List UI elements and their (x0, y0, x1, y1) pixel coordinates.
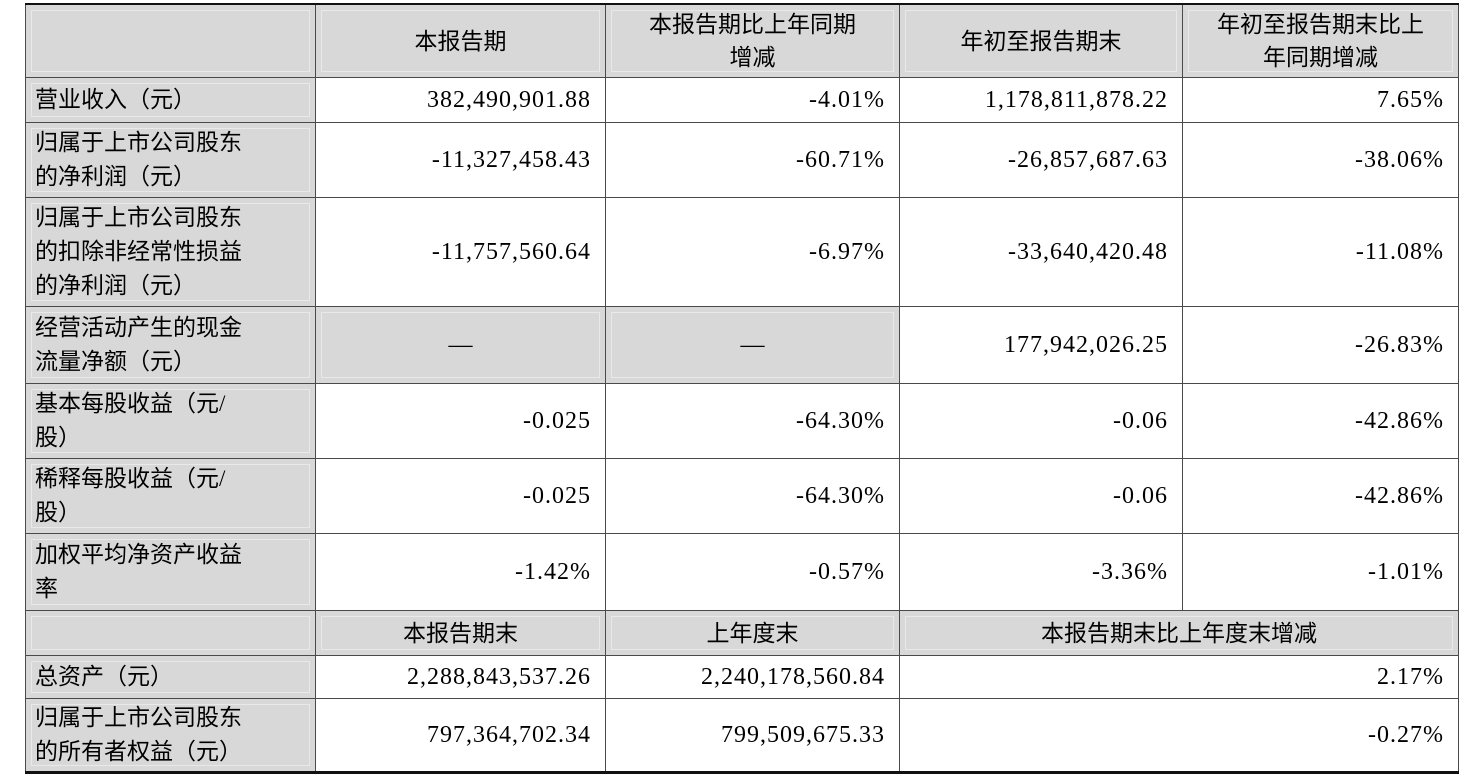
cell-operating-cash-flow-current-change: — (605, 306, 900, 384)
cell-excl-nonrecurring-ytd: -33,640,420.48 (899, 197, 1183, 307)
cell-net-profit-current-change: -60.71% (605, 122, 900, 198)
cell-weighted-avg-roe-current: -1.42% (315, 533, 606, 611)
header-row-period-end: 本报告期末 上年度末 本报告期末比上年度末增减 (25, 610, 1459, 656)
table-row-equity: 归属于上市公司股东 的所有者权益（元） 797,364,702.34 799,5… (25, 698, 1459, 773)
cell-equity-prior-year-end: 799,509,675.33 (605, 698, 900, 773)
cell-weighted-avg-roe-ytd: -3.36% (899, 533, 1183, 611)
cell-basic-eps-current: -0.025 (315, 383, 606, 459)
cell-total-assets-period-end: 2,288,843,537.26 (315, 655, 606, 699)
cell-operating-cash-flow-ytd-change: -26.83% (1182, 306, 1459, 384)
header-bottom-corner-cell (25, 610, 316, 656)
cell-equity-period-end: 797,364,702.34 (315, 698, 606, 773)
row-label-diluted-eps: 稀释每股收益（元/ 股） (25, 458, 316, 534)
cell-basic-eps-ytd-change: -42.86% (1182, 383, 1459, 459)
table-row-net-profit-excl-nonrecurring: 归属于上市公司股东 的扣除非经常性损益 的净利润（元） -11,757,560.… (25, 197, 1459, 307)
cell-equity-change: -0.27% (899, 698, 1459, 773)
row-label-equity: 归属于上市公司股东 的所有者权益（元） (25, 698, 316, 773)
header-period-end: 本报告期末 (315, 610, 606, 656)
cell-operating-cash-flow-current: — (315, 306, 606, 384)
table-row-basic-eps: 基本每股收益（元/ 股） -0.025 -64.30% -0.06 -42.86… (25, 383, 1459, 459)
header-row-period: 本报告期 本报告期比上年同期 增减 年初至报告期末 年初至报告期末比上 年同期增… (25, 3, 1459, 78)
row-label-net-profit-excl-nonrecurring: 归属于上市公司股东 的扣除非经常性损益 的净利润（元） (25, 197, 316, 307)
cell-basic-eps-current-change: -64.30% (605, 383, 900, 459)
header-current-period-change: 本报告期比上年同期 增减 (605, 3, 900, 78)
row-label-net-profit: 归属于上市公司股东 的净利润（元） (25, 122, 316, 198)
table-row-net-profit: 归属于上市公司股东 的净利润（元） -11,327,458.43 -60.71%… (25, 122, 1459, 198)
cell-weighted-avg-roe-current-change: -0.57% (605, 533, 900, 611)
row-label-basic-eps: 基本每股收益（元/ 股） (25, 383, 316, 459)
cell-weighted-avg-roe-ytd-change: -1.01% (1182, 533, 1459, 611)
header-period-end-change: 本报告期末比上年度末增减 (899, 610, 1459, 656)
cell-operating-cash-flow-ytd: 177,942,026.25 (899, 306, 1183, 384)
row-label-revenue: 营业收入（元） (25, 77, 316, 123)
row-label-weighted-avg-roe: 加权平均净资产收益 率 (25, 533, 316, 611)
cell-revenue-ytd: 1,178,811,878.22 (899, 77, 1183, 123)
key-financials-table: 本报告期 本报告期比上年同期 增减 年初至报告期末 年初至报告期末比上 年同期增… (25, 3, 1459, 774)
cell-diluted-eps-ytd: -0.06 (899, 458, 1183, 534)
cell-net-profit-ytd: -26,857,687.63 (899, 122, 1183, 198)
table-row-weighted-avg-roe: 加权平均净资产收益 率 -1.42% -0.57% -3.36% -1.01% (25, 533, 1459, 611)
table-row-diluted-eps: 稀释每股收益（元/ 股） -0.025 -64.30% -0.06 -42.86… (25, 458, 1459, 534)
cell-excl-nonrecurring-ytd-change: -11.08% (1182, 197, 1459, 307)
header-current-period: 本报告期 (315, 3, 606, 78)
cell-basic-eps-ytd: -0.06 (899, 383, 1183, 459)
cell-revenue-current-change: -4.01% (605, 77, 900, 123)
cell-total-assets-prior-year-end: 2,240,178,560.84 (605, 655, 900, 699)
header-ytd: 年初至报告期末 (899, 3, 1183, 78)
row-label-total-assets: 总资产（元） (25, 655, 316, 699)
table-row-revenue: 营业收入（元） 382,490,901.88 -4.01% 1,178,811,… (25, 77, 1459, 123)
cell-net-profit-ytd-change: -38.06% (1182, 122, 1459, 198)
cell-excl-nonrecurring-current-change: -6.97% (605, 197, 900, 307)
cell-total-assets-change: 2.17% (899, 655, 1459, 699)
cell-net-profit-current: -11,327,458.43 (315, 122, 606, 198)
header-corner-cell (25, 3, 316, 78)
header-prior-year-end: 上年度末 (605, 610, 900, 656)
table-row-operating-cash-flow: 经营活动产生的现金 流量净额（元） — — 177,942,026.25 -26… (25, 306, 1459, 384)
cell-diluted-eps-current: -0.025 (315, 458, 606, 534)
cell-diluted-eps-current-change: -64.30% (605, 458, 900, 534)
table-row-total-assets: 总资产（元） 2,288,843,537.26 2,240,178,560.84… (25, 655, 1459, 699)
cell-revenue-ytd-change: 7.65% (1182, 77, 1459, 123)
header-ytd-change: 年初至报告期末比上 年同期增减 (1182, 3, 1459, 78)
row-label-operating-cash-flow: 经营活动产生的现金 流量净额（元） (25, 306, 316, 384)
cell-excl-nonrecurring-current: -11,757,560.64 (315, 197, 606, 307)
cell-revenue-current: 382,490,901.88 (315, 77, 606, 123)
cell-diluted-eps-ytd-change: -42.86% (1182, 458, 1459, 534)
